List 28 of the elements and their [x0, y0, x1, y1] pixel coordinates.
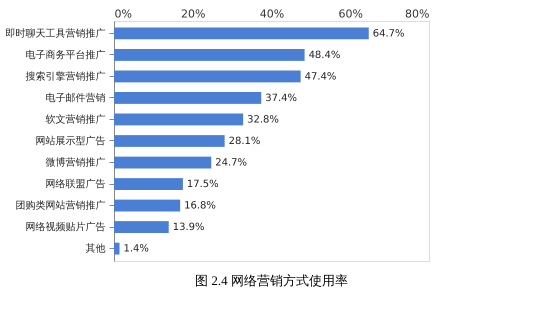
- y-tick-label: 电子邮件营销: [46, 92, 106, 104]
- data-label: 17.5%: [186, 179, 219, 190]
- y-tick-label: 微博营销推广: [46, 156, 106, 169]
- x-tick-label: 20%: [181, 8, 206, 20]
- y-tick-label: 电子商务平台推广: [26, 48, 106, 61]
- x-tick-label: 0%: [114, 8, 132, 20]
- data-label: 13.9%: [172, 222, 205, 234]
- y-tick-label: 软文营销推广: [46, 113, 106, 126]
- y-tick-label: 其他: [86, 242, 106, 255]
- data-label: 32.8%: [247, 114, 279, 126]
- y-tick-label: 即时聊天工具营销推广: [6, 27, 106, 40]
- y-tick-label: 网站展示型广告: [36, 135, 106, 147]
- x-tick-label: 40%: [260, 8, 284, 20]
- data-label: 64.7%: [372, 28, 405, 40]
- data-label: 16.8%: [184, 200, 216, 212]
- x-tick-label: 80%: [405, 8, 430, 20]
- y-tick-label: 网络视频贴片广告: [26, 221, 106, 234]
- text: 图 2.4 网络营销方式使用率: [195, 273, 348, 288]
- data-label: 28.1%: [228, 136, 260, 147]
- y-tick-label: 网络联盟广告: [46, 178, 106, 190]
- data-label: 47.4%: [304, 71, 336, 82]
- y-tick-label: 搜索引擎营销推广: [26, 70, 106, 82]
- y-tick-label: 团购类网站营销推广: [16, 200, 106, 212]
- data-label: 24.7%: [215, 158, 248, 169]
- data-label: 48.4%: [308, 50, 340, 61]
- data-label: 1.4%: [124, 244, 149, 255]
- data-label: 37.4%: [265, 92, 298, 104]
- x-tick-label: 60%: [338, 8, 363, 20]
